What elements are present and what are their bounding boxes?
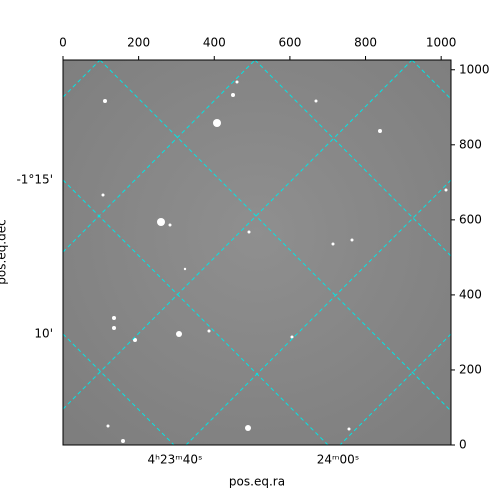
x-tick-label: 1000 <box>426 36 457 50</box>
x-tick-label: 600 <box>278 36 301 50</box>
y-tick-label: 400 <box>459 287 482 301</box>
sky-image <box>63 60 451 445</box>
y-axis-label: pos.eq.dec <box>0 219 9 284</box>
y-tick-label: 1000 <box>459 62 490 76</box>
y-tick-label: 200 <box>459 362 482 376</box>
y-tick-label: 0 <box>459 438 467 452</box>
coordinate-grid <box>62 59 452 446</box>
x-tick-label: 400 <box>203 36 226 50</box>
ra-tick-label: 4ʰ23ᵐ40ˢ <box>148 453 203 467</box>
dec-tick-label: -1°15' <box>16 173 53 187</box>
y-tick-label: 800 <box>459 137 482 151</box>
dec-tick-label: 10' <box>34 327 53 341</box>
ra-tick-label: 24ᵐ00ˢ <box>317 453 360 467</box>
x-tick-label: 800 <box>354 36 377 50</box>
frame <box>62 59 452 446</box>
x-axis-label: pos.eq.ra <box>229 475 285 489</box>
y-tick-label: 600 <box>459 212 482 226</box>
stars <box>101 80 448 443</box>
x-tick-label: 0 <box>59 36 67 50</box>
x-tick-label: 200 <box>127 36 150 50</box>
